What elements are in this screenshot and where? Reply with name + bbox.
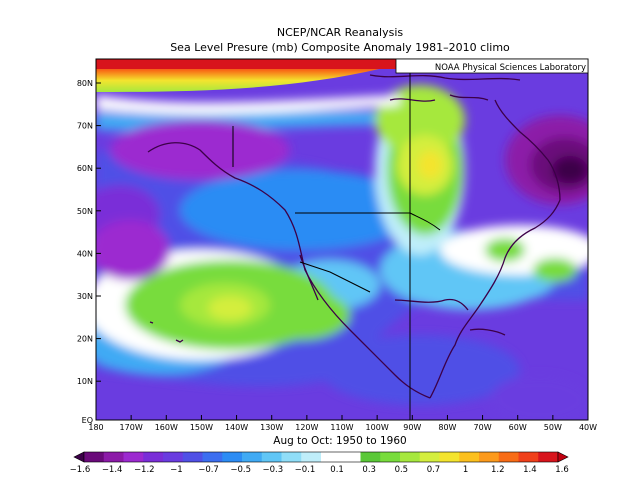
colorbar-swatch	[222, 452, 243, 462]
lat-label: 60N	[77, 164, 93, 173]
colorbar	[73, 451, 569, 463]
colorbar-tick-label: −0.3	[262, 465, 283, 475]
borders	[232, 59, 441, 420]
lon-label: 120W	[295, 423, 318, 432]
colorbar-swatch	[439, 452, 460, 462]
lat-label: 10N	[77, 377, 93, 386]
colorbar-low-arrow	[73, 451, 85, 463]
colorbar-swatch	[261, 452, 282, 462]
lon-label: 150W	[190, 423, 213, 432]
colorbar-swatch	[84, 452, 105, 462]
lon-label: 130W	[260, 423, 283, 432]
colorbar-labels: −1.6 −1.4 −1.2 −1 −0.7 −0.5 −0.3 −0.1 0.1 0.3 0.5 0…	[70, 465, 569, 475]
colorbar-swatch	[321, 452, 342, 462]
lon-label: 180	[88, 423, 103, 432]
colorbar-swatch	[281, 452, 302, 462]
lat-label: 40N	[77, 249, 93, 258]
lon-label: 110W	[330, 423, 353, 432]
colorbar-tick-label: −1	[170, 465, 183, 475]
period-label: Aug to Oct: 1950 to 1960	[273, 435, 406, 447]
colorbar-swatch	[123, 452, 144, 462]
colorbar-tick-label: 0.1	[330, 465, 344, 475]
colorbar-swatch	[182, 452, 203, 462]
latitude-axis: 80N 70N 60N 50N 40N 30N 20N 10N EQ	[77, 79, 101, 425]
colorbar-swatch	[419, 452, 440, 462]
lon-label: 80W	[438, 423, 456, 432]
colorbar-swatch	[340, 452, 361, 462]
colorbar-tick-label: −0.7	[198, 465, 219, 475]
longitude-axis: 180 170W 160W 150W 140W 130W 120W 110W 100W 90W 80…	[88, 415, 597, 432]
colorbar-swatch	[498, 452, 519, 462]
lon-label: 100W	[366, 423, 389, 432]
anomaly-field	[96, 59, 588, 420]
colorbar-swatch	[538, 452, 559, 462]
colorbar-swatch	[400, 452, 421, 462]
colorbar-tick-label: −0.1	[295, 465, 316, 475]
credit-box: NOAA Physical Sciences Laboratory	[395, 58, 589, 74]
colorbar-tick-label: −1.4	[102, 465, 123, 475]
lon-label: 50W	[544, 423, 562, 432]
lon-label: 170W	[120, 423, 143, 432]
colorbar-swatch	[103, 452, 124, 462]
lat-label: 80N	[77, 79, 93, 88]
colorbar-tick-label: −1.2	[134, 465, 155, 475]
colorbar-tick-label: 1.2	[491, 465, 505, 475]
title-line-1: NCEP/NCAR Reanalysis	[277, 26, 403, 39]
colorbar-swatch	[202, 452, 223, 462]
title-line-2: Sea Level Presure (mb) Composite Anomaly…	[170, 41, 510, 54]
credit-text: NOAA Physical Sciences Laboratory	[435, 63, 586, 73]
colorbar-high-arrow	[557, 451, 569, 463]
colorbar-tick-label: 0.5	[395, 465, 409, 475]
lat-label: 50N	[77, 207, 93, 216]
lat-label: 20N	[77, 335, 93, 344]
colorbar-swatch	[380, 452, 401, 462]
colorbar-swatch	[143, 452, 164, 462]
colorbar-swatch	[242, 452, 263, 462]
lon-label: 160W	[155, 423, 178, 432]
colorbar-swatch	[163, 452, 184, 462]
lon-label: 90W	[403, 423, 421, 432]
lon-label: 60W	[509, 423, 527, 432]
colorbar-swatch	[360, 452, 381, 462]
lon-label: 40W	[579, 423, 597, 432]
lat-label: EQ	[82, 416, 93, 425]
colorbar-swatch	[301, 452, 322, 462]
colorbar-swatch	[518, 452, 539, 462]
lat-label: 70N	[77, 122, 93, 131]
colorbar-tick-label: −0.5	[230, 465, 251, 475]
lon-label: 140W	[225, 423, 248, 432]
coastlines	[147, 74, 561, 399]
colorbar-swatch	[479, 452, 500, 462]
colorbar-swatch	[459, 452, 480, 462]
colorbar-tick-label: 1.6	[555, 465, 569, 475]
lat-label: 30N	[77, 292, 93, 301]
colorbar-tick-label: 1.4	[523, 465, 537, 475]
colorbar-tick-label: 0.3	[362, 465, 376, 475]
lon-label: 70W	[474, 423, 492, 432]
colorbar-tick-label: 1	[463, 465, 468, 475]
colorbar-tick-label: 0.7	[427, 465, 441, 475]
colorbar-tick-label: −1.6	[70, 465, 91, 475]
